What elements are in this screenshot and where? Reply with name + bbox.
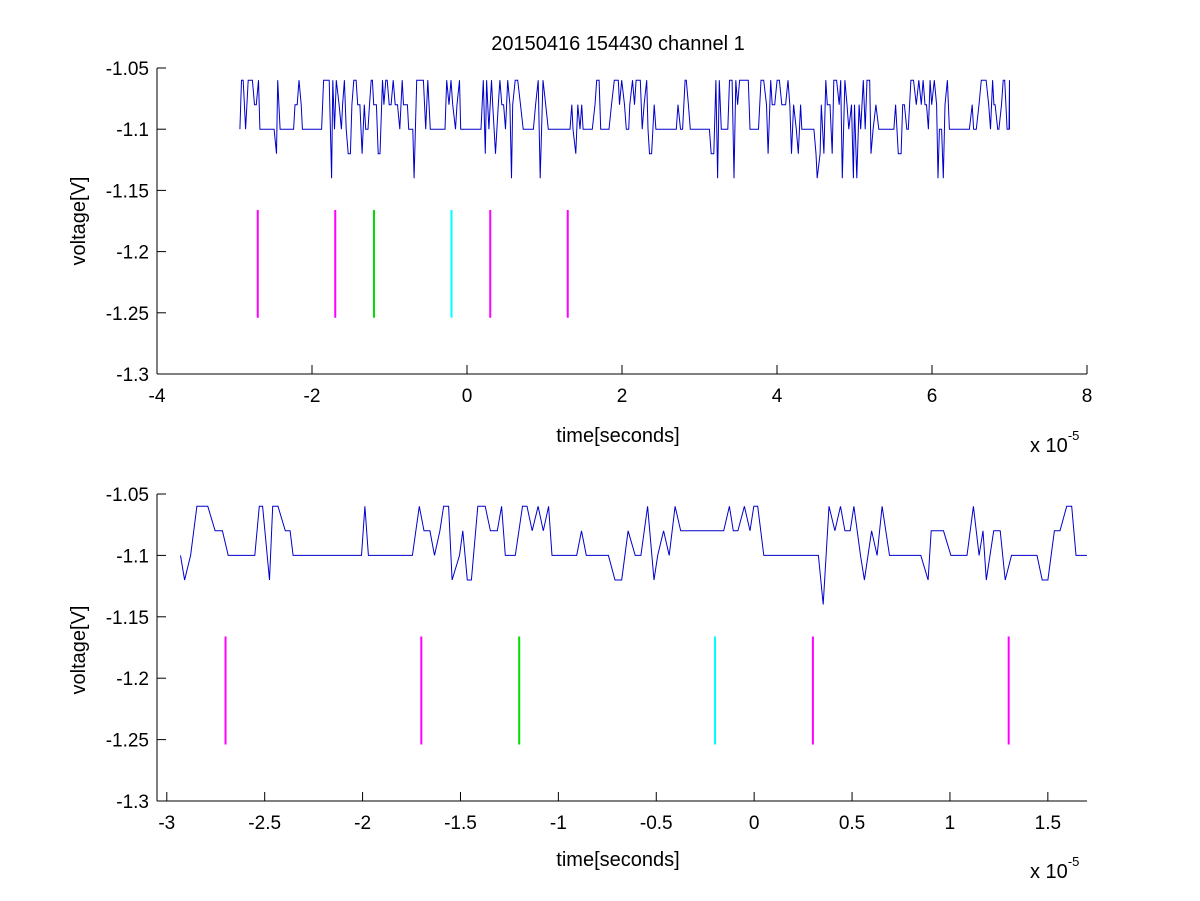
bottom-ytick-label: -1.05 — [106, 485, 149, 506]
bottom-x-multiplier-exponent: -5 — [1068, 854, 1080, 869]
top-xtick-label: 4 — [772, 386, 783, 407]
top-ylabel: voltage[V] — [68, 177, 90, 266]
top-ytick-label: -1.15 — [106, 181, 149, 202]
top-ytick-label: -1.3 — [116, 365, 149, 386]
bottom-xtick-label: -1.5 — [444, 813, 477, 834]
top-ytick-label: -1.1 — [116, 120, 149, 141]
bottom-plot-area: -3 -2.5 -2 -1.5 -1 -0.5 0 0.5 1 1.5 -1.05 -1.1 -1.15… — [106, 485, 1087, 834]
bottom-subplot: -3 -2.5 -2 -1.5 -1 -0.5 0 0.5 1 1.5 -1.05 -1.1 -1.15… — [68, 485, 1087, 883]
bottom-xtick-label: 0.5 — [839, 813, 865, 834]
top-xtick-label: -4 — [149, 386, 166, 407]
bottom-xtick-label: -2.5 — [248, 813, 281, 834]
bottom-xtick-label: -0.5 — [640, 813, 673, 834]
top-plot-area: -4 -2 0 2 4 6 8 -1.05 -1.1 -1.15 -1.2 -1.25 -1.3 — [106, 59, 1093, 407]
top-xtick-label: 2 — [617, 386, 628, 407]
bottom-xtick-label: 1 — [945, 813, 956, 834]
bottom-signal-series — [180, 505, 1087, 605]
top-xlabel: time[seconds] — [556, 425, 679, 447]
bottom-ytick-label: -1.15 — [106, 608, 149, 629]
bottom-ytick-label: -1.2 — [116, 669, 149, 690]
bottom-ytick-label: -1.3 — [116, 792, 149, 813]
bottom-xlabel: time[seconds] — [556, 849, 679, 871]
top-ytick-label: -1.25 — [106, 304, 149, 325]
top-ytick-label: -1.05 — [106, 59, 149, 80]
top-x-multiplier: x 10-5 — [1030, 428, 1079, 457]
top-ytick-label: -1.2 — [116, 243, 149, 264]
bottom-ytick-label: -1.25 — [106, 731, 149, 752]
bottom-x-multiplier: x 10-5 — [1030, 854, 1079, 883]
bottom-xtick-label: -2 — [354, 813, 371, 834]
bottom-x-multiplier-base: x 10 — [1030, 861, 1068, 883]
top-x-multiplier-exponent: -5 — [1068, 428, 1080, 443]
bottom-ytick-label: -1.1 — [116, 546, 149, 567]
top-signal-series — [239, 79, 1010, 179]
bottom-xtick-label: 0 — [749, 813, 760, 834]
top-x-multiplier-base: x 10 — [1030, 435, 1068, 457]
chart-title: 20150416 154430 channel 1 — [491, 33, 745, 55]
bottom-xtick-label: -3 — [158, 813, 175, 834]
bottom-ylabel: voltage[V] — [68, 606, 90, 695]
top-subplot: -4 -2 0 2 4 6 8 -1.05 -1.1 -1.15 -1.2 -1.25 -1.3 tim… — [68, 59, 1092, 457]
bottom-xtick-label: -1 — [550, 813, 567, 834]
top-xtick-label: 6 — [927, 386, 938, 407]
top-xtick-label: -2 — [304, 386, 321, 407]
top-xtick-label: 8 — [1082, 386, 1093, 407]
bottom-xtick-label: 1.5 — [1035, 813, 1061, 834]
top-xtick-label: 0 — [462, 386, 473, 407]
